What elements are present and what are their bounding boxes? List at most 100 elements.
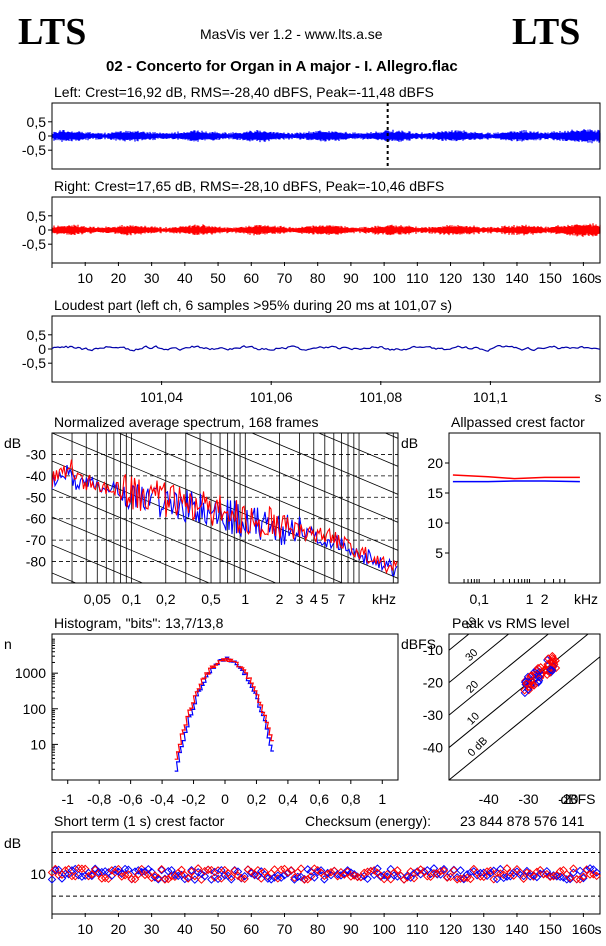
slope-line — [52, 125, 398, 270]
x-tick-label: 1 — [241, 591, 249, 607]
panel-title: Peak vs RMS level — [452, 615, 569, 631]
spectrum-right-line — [52, 459, 398, 575]
crest-left-point — [77, 872, 87, 881]
slope-line — [52, 629, 398, 774]
crest-left-point — [290, 875, 299, 884]
y-tick-label: -40 — [26, 468, 46, 484]
plot-frame — [51, 432, 399, 584]
y-tick-label: -80 — [26, 554, 46, 570]
crest-right-point — [130, 874, 140, 884]
crest-left-point — [247, 869, 256, 878]
crest-right-point — [114, 864, 123, 874]
checksum-label: Checksum (energy): — [305, 813, 431, 829]
y-tick-label: -10 — [423, 642, 443, 658]
crest-right-point — [419, 867, 429, 876]
x-tick-label: 100 — [372, 921, 396, 937]
spectrum-left-line — [52, 465, 398, 577]
diagonal-label: 20 — [464, 679, 481, 696]
slope-line — [184, 433, 398, 523]
x-tick-label: -0,4 — [150, 791, 174, 807]
panel-title: Normalized average spectrum, 168 frames — [54, 414, 319, 430]
crest-right-point — [575, 875, 585, 884]
crest-right-point — [173, 868, 183, 878]
crest-right-point — [379, 874, 389, 884]
slope-line — [52, 433, 398, 579]
crest-right-point — [555, 867, 565, 876]
crest-right-point — [582, 865, 591, 874]
y-tick-label: 10 — [30, 736, 46, 752]
y-tick-label: 0 — [38, 222, 46, 238]
x-tick-label: 0,5 — [201, 591, 221, 607]
crest-right-point — [346, 872, 356, 881]
x-tick-label: 100 — [372, 270, 396, 286]
spectrum-grid — [52, 97, 398, 774]
waveform-left — [51, 129, 601, 144]
x-tick-label: 5 — [321, 591, 329, 607]
crest-right-point — [233, 871, 243, 881]
x-tick-label: 30 — [144, 270, 160, 286]
crest-left-point — [130, 867, 140, 876]
crest-left-point — [47, 875, 57, 884]
crest-left-point — [333, 869, 342, 879]
pvr-point — [526, 671, 536, 680]
crest-right-point — [393, 866, 402, 875]
x-unit-label: kHz — [574, 591, 598, 607]
crest-left-point — [167, 865, 176, 875]
slope-line — [52, 488, 277, 583]
lts-logo-right: LTS — [512, 11, 581, 53]
x-tick-label: 110 — [406, 921, 429, 937]
crest-right-point — [469, 864, 479, 874]
crest-left-point — [343, 866, 352, 875]
x-tick-label: -0,2 — [181, 791, 205, 807]
pvr-point — [546, 665, 555, 675]
crest-left-point — [452, 873, 462, 882]
y-tick-label: -20 — [423, 675, 443, 691]
y-tick-label: 10 — [427, 515, 443, 531]
waveform-right — [51, 223, 601, 237]
pvr-point — [541, 666, 550, 675]
crest-left-point — [240, 871, 249, 881]
crest-right-point — [559, 866, 568, 875]
x-tick-label: 0,6 — [310, 791, 330, 807]
crest-right-point — [479, 872, 489, 882]
y-tick-label: -0,5 — [22, 142, 46, 158]
track-title: 02 - Concerto for Organ in A major - I. … — [106, 58, 458, 75]
x-tick-label: -20 — [558, 791, 578, 807]
crest-right-point — [449, 866, 459, 875]
y-tick-label: 20 — [427, 455, 443, 471]
crest-left-point — [489, 866, 498, 876]
crest-left-point — [124, 865, 133, 875]
x-tick-label: 2 — [541, 591, 549, 607]
crest-left-point — [469, 867, 479, 876]
x-axis-label: dBFS — [560, 791, 595, 807]
x-tick-label: 4 — [310, 591, 318, 607]
x-tick-label: 80 — [310, 921, 326, 937]
x-tick-label: 0 — [221, 791, 229, 807]
x-tick-label: 120 — [439, 921, 463, 937]
crest-right-point — [589, 870, 598, 879]
y-tick-label: 0,5 — [27, 114, 47, 130]
x-tick-label: 140 — [505, 921, 529, 937]
panel-title: Right: Crest=17,65 dB, RMS=-28,10 dBFS, … — [54, 178, 444, 194]
crest-right-point — [359, 868, 369, 878]
x-tick-label: 160 — [572, 921, 596, 937]
crest-left-point — [579, 873, 588, 883]
crest-right-point — [283, 868, 293, 877]
crest-right-point — [260, 867, 269, 877]
crest-left-point — [283, 869, 293, 878]
crest-left-point — [310, 873, 319, 882]
crest-right-point — [253, 866, 263, 875]
slope-line — [52, 97, 398, 242]
y-tick-label: -30 — [423, 707, 443, 723]
crest-right-point — [336, 868, 346, 877]
crest-left-point — [207, 875, 216, 884]
x-tick-label: -1 — [62, 791, 75, 807]
x-tick-label: -0,6 — [119, 791, 143, 807]
x-tick-label: 40 — [177, 921, 193, 937]
crest-left-point — [376, 872, 386, 881]
crest-right-point — [117, 872, 126, 881]
crest-right-point — [217, 874, 226, 883]
x-tick-label: 1 — [378, 791, 386, 807]
crest-right-point — [439, 866, 449, 876]
slope-line — [52, 265, 398, 410]
